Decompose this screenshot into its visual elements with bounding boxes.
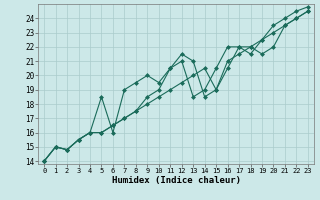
X-axis label: Humidex (Indice chaleur): Humidex (Indice chaleur) — [111, 176, 241, 185]
